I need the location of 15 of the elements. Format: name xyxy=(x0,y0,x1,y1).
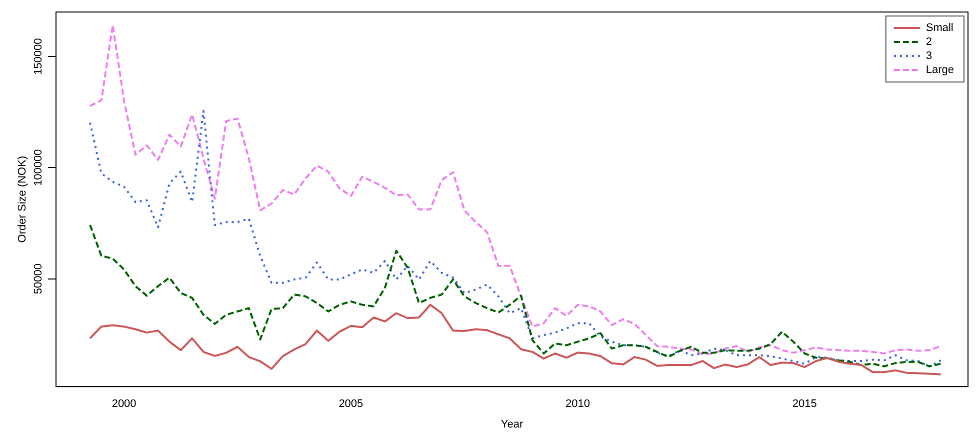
y-tick-label: 50000 xyxy=(32,263,45,294)
x-axis-title: Year xyxy=(500,418,524,430)
legend-label: 3 xyxy=(926,50,932,62)
legend-label: Large xyxy=(926,64,954,76)
line-series xyxy=(89,110,942,368)
y-tick-label: 150000 xyxy=(32,38,45,75)
y-axis-title: Order Size (NOK) xyxy=(16,156,29,243)
x-tick-label: 2015 xyxy=(792,398,817,410)
x-tick-label: 2000 xyxy=(112,398,136,410)
legend-label: Small xyxy=(926,22,954,34)
x-tick-label: 2010 xyxy=(566,398,590,410)
legend-label: 2 xyxy=(926,36,932,48)
x-tick-label: 2005 xyxy=(338,398,364,410)
y-tick-label: 100000 xyxy=(32,149,45,186)
line-series xyxy=(89,224,942,368)
